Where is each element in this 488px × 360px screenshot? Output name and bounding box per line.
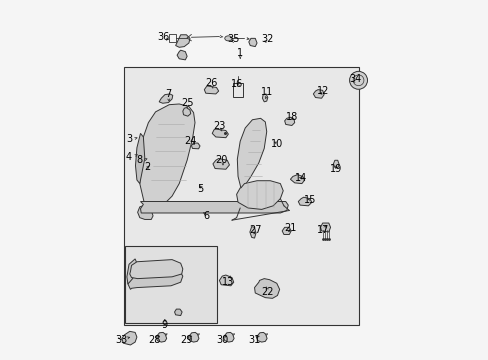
Polygon shape	[175, 35, 190, 47]
Text: 31: 31	[248, 335, 260, 345]
Polygon shape	[140, 104, 195, 207]
Text: 23: 23	[213, 121, 225, 131]
Text: 12: 12	[316, 86, 328, 96]
Text: 34: 34	[348, 74, 360, 84]
Polygon shape	[188, 332, 199, 342]
Text: 19: 19	[329, 164, 342, 174]
Polygon shape	[174, 309, 182, 316]
Polygon shape	[236, 181, 283, 210]
Text: 36: 36	[157, 32, 169, 41]
Text: 33: 33	[116, 335, 128, 345]
Text: 14: 14	[294, 173, 306, 183]
Text: 17: 17	[317, 225, 329, 235]
Text: 32: 32	[261, 34, 273, 44]
Polygon shape	[135, 134, 144, 184]
Polygon shape	[219, 275, 233, 286]
Text: 13: 13	[221, 277, 233, 287]
Text: 8: 8	[137, 155, 142, 165]
Text: 10: 10	[270, 139, 283, 149]
Polygon shape	[298, 197, 311, 206]
Polygon shape	[137, 205, 153, 220]
Text: 3: 3	[126, 134, 132, 144]
Polygon shape	[177, 50, 187, 60]
Polygon shape	[248, 39, 257, 46]
Text: 24: 24	[183, 136, 196, 146]
Text: 1: 1	[237, 48, 243, 58]
Polygon shape	[282, 227, 290, 234]
Text: 35: 35	[227, 34, 240, 44]
Text: 21: 21	[284, 224, 296, 233]
Polygon shape	[223, 332, 234, 342]
Polygon shape	[129, 260, 183, 279]
Text: 6: 6	[203, 211, 209, 221]
Text: 2: 2	[143, 162, 150, 172]
Bar	[169, 34, 176, 42]
Text: 4: 4	[126, 152, 132, 162]
Text: 18: 18	[285, 112, 298, 122]
Text: 30: 30	[216, 335, 228, 345]
Polygon shape	[204, 86, 218, 94]
Polygon shape	[183, 108, 190, 116]
Text: 15: 15	[304, 195, 316, 205]
Text: 26: 26	[205, 78, 217, 88]
Text: 29: 29	[180, 335, 192, 345]
Polygon shape	[254, 279, 279, 298]
Text: 20: 20	[215, 155, 227, 165]
Polygon shape	[140, 202, 287, 213]
Polygon shape	[249, 226, 255, 238]
Polygon shape	[284, 117, 294, 126]
Text: 5: 5	[197, 184, 203, 194]
Bar	[233, 83, 243, 97]
Text: 7: 7	[165, 89, 171, 99]
Polygon shape	[313, 90, 324, 98]
Bar	[124, 67, 359, 325]
Polygon shape	[128, 270, 183, 289]
Polygon shape	[212, 129, 228, 138]
Text: 28: 28	[148, 335, 160, 345]
Polygon shape	[262, 94, 267, 102]
Text: 27: 27	[248, 225, 261, 235]
Circle shape	[349, 71, 367, 89]
Polygon shape	[122, 331, 137, 345]
Polygon shape	[320, 223, 330, 232]
Polygon shape	[191, 143, 200, 149]
Polygon shape	[212, 158, 229, 169]
Text: 22: 22	[260, 287, 273, 297]
Polygon shape	[333, 160, 339, 168]
Polygon shape	[290, 175, 304, 184]
Text: 11: 11	[261, 87, 273, 97]
Text: 16: 16	[231, 79, 243, 89]
Polygon shape	[237, 118, 266, 188]
Polygon shape	[159, 94, 172, 103]
Bar	[125, 246, 217, 323]
Text: 25: 25	[181, 98, 193, 108]
Ellipse shape	[224, 36, 231, 41]
Polygon shape	[126, 259, 137, 284]
Polygon shape	[256, 332, 266, 342]
Polygon shape	[156, 332, 166, 342]
Text: 9: 9	[162, 320, 167, 330]
